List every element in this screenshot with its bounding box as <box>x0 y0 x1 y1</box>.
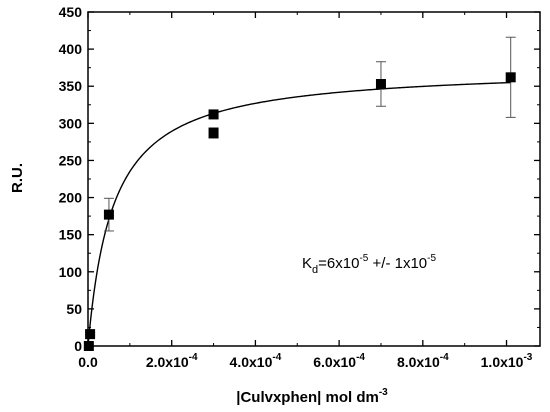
y-tick-label: 400 <box>59 41 83 57</box>
y-tick-label: 100 <box>59 264 83 280</box>
data-point <box>83 341 94 351</box>
y-tick-label: 350 <box>59 78 83 94</box>
y-tick-label: 450 <box>59 4 83 20</box>
y-tick-label: 0 <box>74 338 82 354</box>
y-tick-label: 300 <box>59 115 83 131</box>
data-points <box>83 72 516 351</box>
data-point <box>208 109 219 120</box>
y-axis-title: R.U. <box>9 163 26 193</box>
error-bars <box>85 36 516 337</box>
x-tick-label: 4.0x10-4 <box>230 352 282 370</box>
x-tick-label: 8.0x10-4 <box>397 352 449 370</box>
y-tick-label: 150 <box>59 227 83 243</box>
y-tick-label: 50 <box>66 301 82 317</box>
data-point <box>505 72 516 83</box>
fit-line <box>87 81 511 347</box>
data-point <box>85 329 96 340</box>
x-tick-label: 1.0x10-3 <box>481 352 533 370</box>
x-tick-label: 0.0 <box>78 354 98 370</box>
y-tick-label: 250 <box>59 152 83 168</box>
kd-annotation: Kd=6x10-5 +/- 1x10-5 <box>302 253 436 276</box>
plot-border <box>87 11 541 347</box>
fit-curve <box>87 81 511 347</box>
plot-frame <box>87 11 541 347</box>
data-point <box>375 78 386 89</box>
data-point <box>208 127 219 138</box>
y-axis-ticks: 0 50 100 150 200 250 300 350 400 450 <box>59 4 540 354</box>
x-tick-label: 2.0x10-4 <box>146 352 198 370</box>
x-axis-title: |Culvxphen| mol dm-3 <box>236 387 388 406</box>
y-tick-label: 200 <box>59 190 83 206</box>
data-point <box>103 209 114 220</box>
x-tick-label: 6.0x10-4 <box>313 352 365 370</box>
x-axis-ticks: 0.0 2.0x10-4 4.0x10-4 6.0x10-4 8.0x10-4 1.0x1… <box>78 12 533 370</box>
